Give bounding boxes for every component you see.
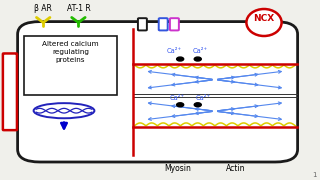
Text: Ca²⁺: Ca²⁺ [196, 95, 211, 101]
FancyBboxPatch shape [138, 18, 147, 30]
Text: Myosin: Myosin [164, 164, 191, 173]
Text: β AR: β AR [34, 4, 52, 13]
Circle shape [194, 103, 201, 107]
Text: NCX: NCX [253, 14, 275, 23]
FancyBboxPatch shape [159, 18, 168, 30]
Text: Ca²⁺: Ca²⁺ [192, 48, 208, 54]
FancyBboxPatch shape [18, 22, 298, 162]
FancyBboxPatch shape [170, 18, 179, 30]
Text: Ca²⁺: Ca²⁺ [170, 95, 185, 101]
Text: AT-1 R: AT-1 R [67, 4, 90, 13]
Ellipse shape [246, 9, 282, 36]
Text: Actin: Actin [226, 164, 245, 173]
Text: 1: 1 [312, 172, 317, 178]
Circle shape [194, 57, 201, 61]
Text: Altered calcium
regulating
proteins: Altered calcium regulating proteins [42, 41, 99, 63]
Circle shape [177, 103, 184, 107]
FancyBboxPatch shape [3, 53, 17, 130]
Circle shape [177, 57, 184, 61]
FancyBboxPatch shape [24, 36, 117, 95]
Text: Ca²⁺: Ca²⁺ [167, 48, 182, 54]
